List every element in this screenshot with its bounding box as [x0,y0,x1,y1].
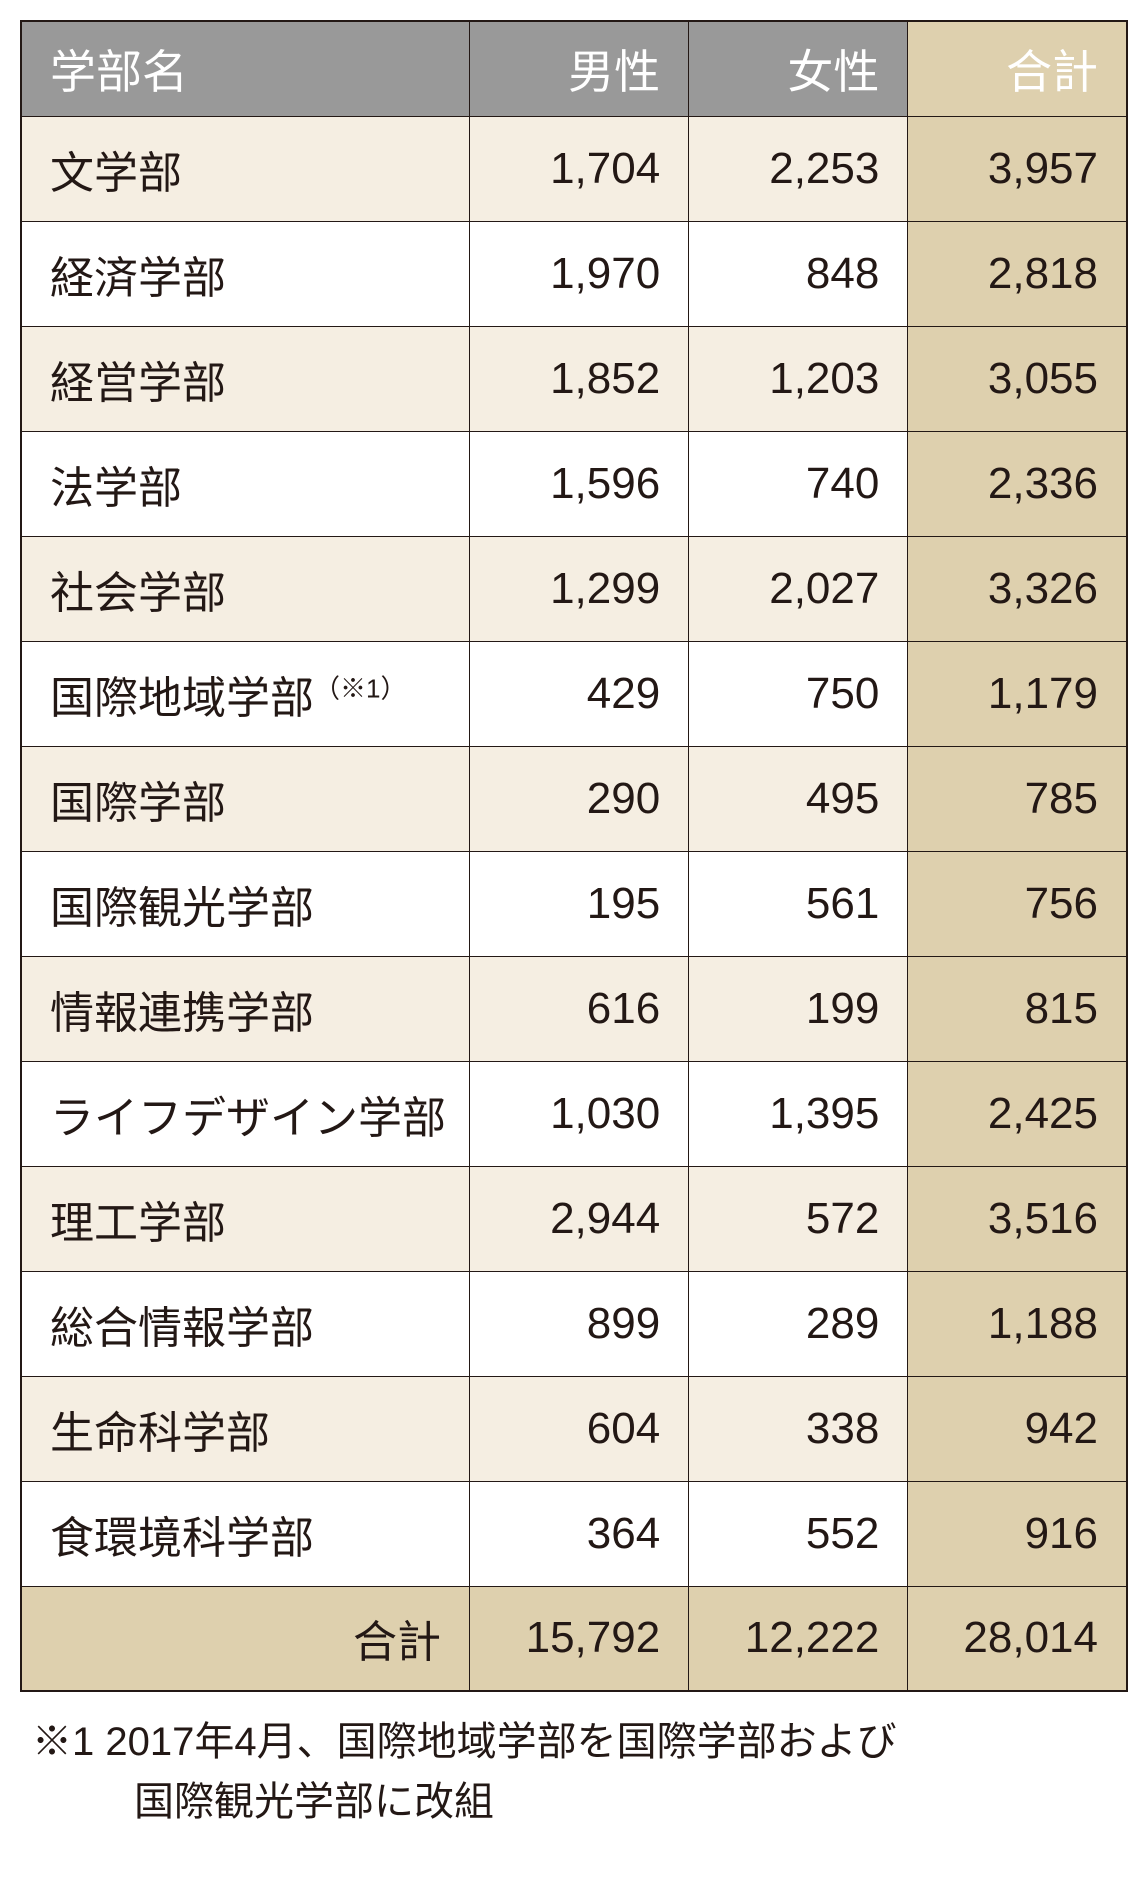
enrollment-table-container: 学部名 男性 女性 合計 文学部1,7042,2533,957経済学部1,970… [20,20,1128,1832]
cell-male: 195 [470,851,689,956]
cell-name: 国際学部 [21,746,470,851]
total-male: 15,792 [470,1586,689,1691]
cell-female: 1,395 [689,1061,908,1166]
total-female: 12,222 [689,1586,908,1691]
cell-total: 2,818 [908,221,1127,326]
cell-male: 616 [470,956,689,1061]
cell-female: 289 [689,1271,908,1376]
table-header-row: 学部名 男性 女性 合計 [21,21,1127,116]
cell-name: 法学部 [21,431,470,536]
cell-male: 1,030 [470,1061,689,1166]
cell-female: 848 [689,221,908,326]
cell-male: 290 [470,746,689,851]
cell-name: 情報連携学部 [21,956,470,1061]
cell-total: 2,425 [908,1061,1127,1166]
cell-name: 理工学部 [21,1166,470,1271]
cell-male: 1,596 [470,431,689,536]
cell-female: 750 [689,641,908,746]
cell-name: 生命科学部 [21,1376,470,1481]
table-row: 国際観光学部195561756 [21,851,1127,956]
cell-male: 1,852 [470,326,689,431]
cell-female: 552 [689,1481,908,1586]
footnote-marker: （※1） [314,673,406,703]
table-row: 文学部1,7042,2533,957 [21,116,1127,221]
cell-male: 1,299 [470,536,689,641]
cell-female: 338 [689,1376,908,1481]
header-male: 男性 [470,21,689,116]
cell-male: 1,970 [470,221,689,326]
header-name: 学部名 [21,21,470,116]
table-total-row: 合計15,79212,22228,014 [21,1586,1127,1691]
cell-total: 3,326 [908,536,1127,641]
cell-total: 3,055 [908,326,1127,431]
footnote-line-1: ※1 2017年4月、国際地域学部を国際学部および [32,1712,1128,1772]
footnote: ※1 2017年4月、国際地域学部を国際学部および 国際観光学部に改組 [20,1712,1128,1832]
total-label: 合計 [21,1586,470,1691]
cell-total: 2,336 [908,431,1127,536]
cell-female: 495 [689,746,908,851]
cell-male: 364 [470,1481,689,1586]
table-row: 法学部1,5967402,336 [21,431,1127,536]
table-row: 理工学部2,9445723,516 [21,1166,1127,1271]
header-total: 合計 [908,21,1127,116]
table-row: 総合情報学部8992891,188 [21,1271,1127,1376]
cell-name: ライフデザイン学部 [21,1061,470,1166]
header-female: 女性 [689,21,908,116]
table-row: 情報連携学部616199815 [21,956,1127,1061]
cell-female: 2,253 [689,116,908,221]
cell-name: 国際地域学部（※1） [21,641,470,746]
cell-name: 経営学部 [21,326,470,431]
cell-female: 1,203 [689,326,908,431]
cell-female: 572 [689,1166,908,1271]
table-row: 経済学部1,9708482,818 [21,221,1127,326]
table-row: 生命科学部604338942 [21,1376,1127,1481]
cell-male: 2,944 [470,1166,689,1271]
cell-total: 3,516 [908,1166,1127,1271]
cell-female: 2,027 [689,536,908,641]
cell-female: 740 [689,431,908,536]
table-row: 国際学部290495785 [21,746,1127,851]
cell-total: 942 [908,1376,1127,1481]
cell-name: 食環境科学部 [21,1481,470,1586]
enrollment-table: 学部名 男性 女性 合計 文学部1,7042,2533,957経済学部1,970… [20,20,1128,1692]
cell-female: 199 [689,956,908,1061]
total-total: 28,014 [908,1586,1127,1691]
cell-name: 総合情報学部 [21,1271,470,1376]
cell-female: 561 [689,851,908,956]
cell-name: 文学部 [21,116,470,221]
cell-male: 604 [470,1376,689,1481]
table-row: 経営学部1,8521,2033,055 [21,326,1127,431]
cell-name: 経済学部 [21,221,470,326]
cell-total: 785 [908,746,1127,851]
table-row: ライフデザイン学部1,0301,3952,425 [21,1061,1127,1166]
cell-total: 3,957 [908,116,1127,221]
cell-name: 国際観光学部 [21,851,470,956]
table-body: 文学部1,7042,2533,957経済学部1,9708482,818経営学部1… [21,116,1127,1691]
table-row: 食環境科学部364552916 [21,1481,1127,1586]
cell-male: 429 [470,641,689,746]
table-row: 社会学部1,2992,0273,326 [21,536,1127,641]
cell-name: 社会学部 [21,536,470,641]
cell-male: 1,704 [470,116,689,221]
cell-total: 916 [908,1481,1127,1586]
footnote-line-2: 国際観光学部に改組 [32,1772,1128,1832]
cell-male: 899 [470,1271,689,1376]
cell-total: 756 [908,851,1127,956]
cell-total: 815 [908,956,1127,1061]
table-row: 国際地域学部（※1）4297501,179 [21,641,1127,746]
cell-total: 1,179 [908,641,1127,746]
cell-total: 1,188 [908,1271,1127,1376]
